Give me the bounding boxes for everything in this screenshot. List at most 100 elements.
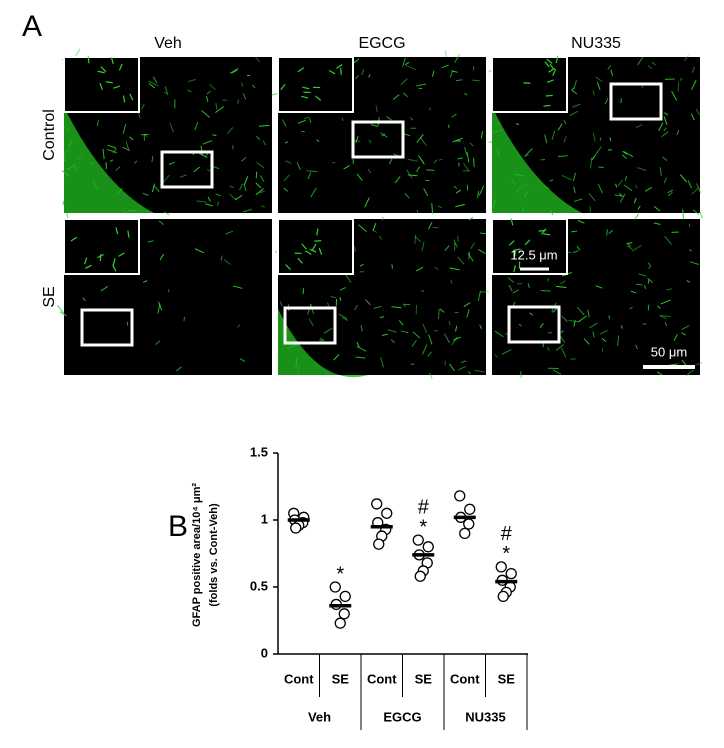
astrocyte <box>431 70 435 77</box>
astrocyte <box>623 151 634 158</box>
astrocyte <box>316 139 320 142</box>
astrocyte <box>669 363 678 366</box>
astrocyte <box>637 56 644 66</box>
astrocyte <box>609 137 612 142</box>
astrocyte <box>330 296 336 299</box>
astrocyte <box>255 171 258 179</box>
astrocyte <box>629 306 633 310</box>
astrocyte <box>647 304 650 311</box>
data-point <box>290 522 302 534</box>
astrocyte <box>544 134 548 144</box>
astrocyte <box>176 366 182 372</box>
astrocyte <box>339 287 346 291</box>
astrocyte <box>406 169 413 179</box>
astrocyte <box>572 250 579 254</box>
astrocyte <box>518 323 522 327</box>
astrocyte <box>449 267 460 271</box>
astrocyte <box>129 93 134 101</box>
astrocyte <box>592 132 596 142</box>
astrocyte <box>633 197 637 204</box>
astrocyte <box>607 64 612 70</box>
significance-mark: # <box>501 523 513 545</box>
astrocyte <box>127 230 130 238</box>
astrocyte <box>608 229 614 235</box>
astrocyte <box>74 48 81 58</box>
astrocyte <box>163 91 168 94</box>
astrocyte <box>153 185 160 192</box>
astrocyte <box>355 74 359 80</box>
astrocyte <box>637 205 641 210</box>
astrocyte <box>241 82 243 87</box>
astrocyte <box>688 249 693 252</box>
astrocyte <box>626 242 633 245</box>
astrocyte <box>529 312 534 316</box>
astrocyte <box>416 83 427 87</box>
tissue-edge <box>492 107 582 213</box>
astrocyte <box>158 301 163 311</box>
tissue-edge <box>64 107 154 213</box>
astrocyte <box>527 283 530 288</box>
astrocyte <box>569 110 579 117</box>
astrocyte <box>568 319 579 323</box>
astrocyte <box>691 187 699 195</box>
astrocyte <box>355 135 359 143</box>
astrocyte <box>467 371 472 375</box>
astrocyte <box>418 155 425 165</box>
astrocyte <box>647 65 653 70</box>
astrocyte <box>479 232 487 235</box>
astrocyte <box>577 219 585 224</box>
astrocyte <box>333 354 340 361</box>
astrocyte <box>608 315 611 320</box>
astrocyte <box>237 324 241 328</box>
astrocyte <box>662 156 668 161</box>
astrocyte <box>555 56 559 64</box>
astrocyte <box>558 155 568 157</box>
astrocyte <box>414 236 422 243</box>
astrocyte <box>578 315 587 323</box>
astrocyte <box>664 322 668 327</box>
astrocyte <box>336 64 343 70</box>
astrocyte <box>308 318 314 327</box>
astrocyte <box>696 183 702 194</box>
astrocyte <box>122 146 131 152</box>
astrocyte <box>106 148 118 154</box>
astrocyte <box>365 299 371 306</box>
astrocyte <box>402 303 406 308</box>
astrocyte <box>296 162 301 171</box>
astrocyte <box>620 325 623 329</box>
astrocyte <box>494 354 498 358</box>
astrocyte <box>129 136 134 141</box>
astrocyte <box>515 122 520 126</box>
astrocyte <box>308 117 312 123</box>
astrocyte <box>358 224 367 233</box>
panel-label: B <box>168 510 188 543</box>
astrocyte <box>367 168 372 174</box>
astrocyte <box>390 339 395 343</box>
astrocyte <box>82 297 86 302</box>
astrocyte <box>239 183 243 191</box>
astrocyte <box>422 344 428 355</box>
astrocyte <box>205 203 213 207</box>
row-label: SE <box>41 286 58 307</box>
astrocyte <box>464 92 468 96</box>
astrocyte <box>444 333 451 344</box>
astrocyte <box>588 322 598 329</box>
astrocyte <box>115 227 119 235</box>
row-label: Control <box>41 109 58 161</box>
astrocyte <box>323 327 333 334</box>
data-point <box>334 617 346 629</box>
astrocyte <box>416 134 424 143</box>
astrocyte <box>452 137 464 143</box>
astrocyte <box>168 161 175 165</box>
astrocyte <box>99 254 102 262</box>
astrocyte <box>205 95 209 102</box>
astrocyte <box>595 76 603 82</box>
astrocyte <box>404 62 410 66</box>
astrocyte <box>679 77 683 81</box>
astrocyte <box>144 133 148 137</box>
astrocyte <box>624 175 627 181</box>
astrocyte <box>663 177 668 184</box>
astrocyte <box>583 337 590 345</box>
scale-label: 50 μm <box>651 344 687 359</box>
